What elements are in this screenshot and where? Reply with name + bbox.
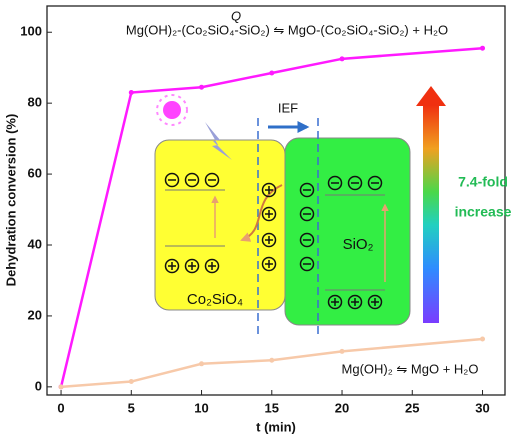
x-tick-label: 25 (405, 400, 419, 415)
point (339, 348, 345, 354)
series-line (59, 46, 483, 388)
y-tick-label: 100 (20, 24, 42, 39)
annotation: Mg(OH)₂-(Co₂SiO₄-SiO₂) ⇋ MgO-(Co₂SiO₄-Si… (126, 22, 448, 37)
point (199, 361, 205, 367)
point (58, 384, 64, 390)
y-tick-label: 80 (28, 95, 42, 110)
light-icon (156, 94, 188, 126)
annotation: Q (231, 8, 241, 23)
plot-frame (46, 5, 506, 396)
hole-icon (347, 294, 363, 310)
hole-icon (261, 256, 277, 272)
electron-icon (164, 172, 180, 188)
hole-icon (164, 258, 180, 274)
electron-icon (299, 206, 315, 222)
hole-icon (204, 258, 220, 274)
y-tick-label: 0 (35, 378, 42, 393)
y-tick-label: 60 (28, 166, 42, 181)
y-tick-label: 40 (28, 236, 42, 251)
electron-icon (299, 256, 315, 272)
sio2-box (284, 137, 411, 326)
hole-icon (261, 182, 277, 198)
y-tick-label: 20 (28, 307, 42, 322)
point (339, 56, 345, 62)
gradient-arrow (423, 105, 439, 323)
light-icon (163, 101, 181, 119)
gradient-label: increase (455, 204, 512, 220)
material-label: Co₂SiO₄ (187, 291, 243, 308)
electron-icon (204, 172, 220, 188)
point (480, 336, 486, 342)
hole-icon (327, 294, 343, 310)
electron-icon (184, 172, 200, 188)
hole-icon (367, 294, 383, 310)
lightning-icon (205, 122, 232, 160)
gradient-arrow-head (416, 86, 446, 106)
point (480, 45, 486, 51)
x-tick-label: 0 (57, 400, 64, 415)
diagram: IEF Co₂SiO₄ SiO₂ 7.4-fold increase (154, 86, 512, 335)
x-tick-label: 30 (475, 400, 489, 415)
gradient-label: 7.4-fold (458, 174, 508, 190)
electron-icon (347, 175, 363, 191)
point (199, 84, 205, 90)
co2sio4-box (154, 139, 286, 311)
point (269, 70, 275, 76)
electron-icon (367, 175, 383, 191)
electron-icon (299, 232, 315, 248)
y-axis-label: Dehydration conversion (%) (3, 114, 18, 287)
point (128, 90, 134, 96)
annotation: Mg(OH)₂ ⇋ MgO + H₂O (342, 361, 479, 376)
electron-icon (327, 175, 343, 191)
material-label: SiO₂ (343, 236, 374, 253)
point (269, 357, 275, 363)
hole-icon (261, 232, 277, 248)
x-tick-label: 10 (194, 400, 208, 415)
x-tick-label: 15 (265, 400, 279, 415)
series-line (60, 337, 483, 389)
transfer-arrow (240, 184, 283, 242)
electron-icon (299, 182, 315, 198)
hole-icon (261, 206, 277, 222)
point (128, 379, 134, 385)
hole-icon (184, 258, 200, 274)
x-tick-label: 5 (128, 400, 135, 415)
x-axis-label: t (min) (256, 419, 296, 434)
x-tick-label: 20 (335, 400, 349, 415)
field-label: IEF (278, 100, 298, 115)
